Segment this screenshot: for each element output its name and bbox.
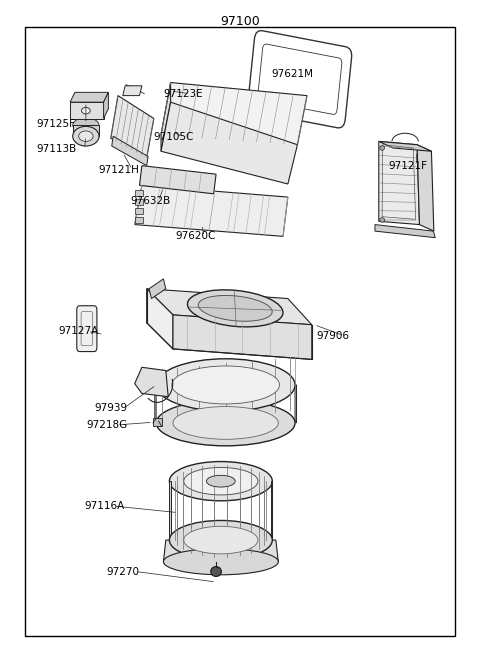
Polygon shape	[73, 125, 99, 136]
Polygon shape	[111, 96, 154, 158]
Text: 97270: 97270	[106, 567, 139, 577]
Ellipse shape	[206, 476, 235, 487]
Polygon shape	[161, 102, 298, 184]
Text: 97632B: 97632B	[130, 196, 170, 206]
Text: 97121F: 97121F	[388, 161, 427, 171]
Polygon shape	[135, 185, 288, 236]
Text: 97116A: 97116A	[84, 501, 125, 511]
Polygon shape	[135, 367, 168, 397]
Ellipse shape	[380, 218, 384, 222]
Ellipse shape	[211, 567, 221, 577]
Polygon shape	[161, 83, 170, 152]
Bar	[135, 217, 144, 223]
Text: 97620C: 97620C	[175, 232, 216, 241]
Polygon shape	[271, 482, 272, 540]
Ellipse shape	[198, 295, 272, 321]
Polygon shape	[169, 482, 171, 540]
Ellipse shape	[172, 366, 279, 404]
Text: 97125F: 97125F	[36, 119, 75, 129]
Ellipse shape	[173, 407, 278, 440]
Ellipse shape	[82, 108, 90, 114]
Bar	[135, 199, 144, 205]
Bar	[135, 208, 144, 214]
Text: 97218G: 97218G	[87, 420, 128, 430]
Polygon shape	[379, 142, 432, 152]
Text: 97113B: 97113B	[36, 144, 77, 154]
Ellipse shape	[184, 468, 258, 495]
Ellipse shape	[73, 118, 99, 133]
Ellipse shape	[188, 290, 283, 327]
FancyBboxPatch shape	[77, 306, 97, 352]
Polygon shape	[149, 279, 166, 298]
Text: 97939: 97939	[94, 403, 127, 413]
Polygon shape	[173, 315, 312, 359]
Text: 97105C: 97105C	[154, 132, 194, 142]
Polygon shape	[70, 92, 108, 102]
Polygon shape	[140, 166, 216, 194]
Ellipse shape	[163, 548, 278, 575]
Text: 97127A: 97127A	[58, 326, 98, 337]
Polygon shape	[147, 289, 173, 349]
Ellipse shape	[79, 131, 93, 142]
Text: 97123E: 97123E	[163, 89, 203, 98]
Ellipse shape	[73, 127, 99, 146]
Polygon shape	[112, 136, 148, 166]
Ellipse shape	[156, 359, 295, 411]
Polygon shape	[295, 385, 297, 423]
Ellipse shape	[184, 526, 258, 554]
Text: 97100: 97100	[220, 15, 260, 28]
Ellipse shape	[156, 400, 295, 446]
Polygon shape	[147, 289, 312, 325]
Text: 97121H: 97121H	[99, 165, 140, 174]
Ellipse shape	[380, 146, 384, 150]
Bar	[135, 190, 144, 195]
Polygon shape	[379, 142, 420, 224]
Polygon shape	[123, 86, 142, 96]
Ellipse shape	[169, 520, 272, 560]
Polygon shape	[104, 92, 108, 119]
Text: 97906: 97906	[317, 331, 349, 341]
Polygon shape	[155, 385, 156, 423]
Polygon shape	[70, 102, 104, 119]
Polygon shape	[163, 540, 278, 562]
Polygon shape	[375, 224, 435, 237]
Text: 97621M: 97621M	[271, 69, 313, 79]
Bar	[153, 419, 161, 426]
Polygon shape	[161, 83, 307, 145]
Ellipse shape	[169, 462, 272, 501]
Polygon shape	[417, 145, 434, 231]
